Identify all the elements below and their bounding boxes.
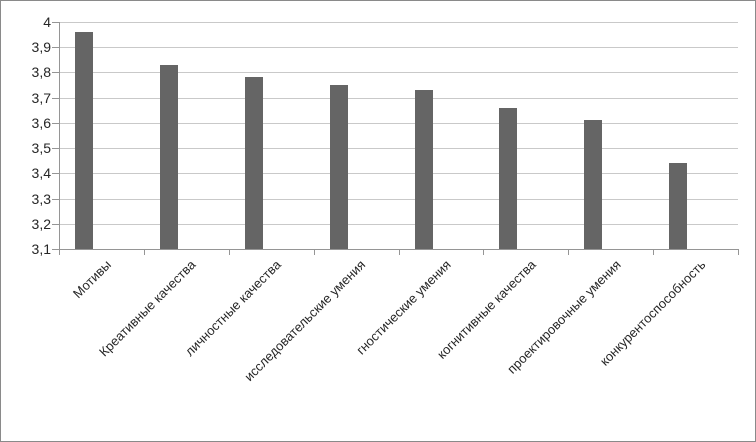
y-axis-tick-mark <box>52 249 59 250</box>
gridline <box>59 72 738 73</box>
x-axis-tick-mark <box>59 250 60 255</box>
y-axis-tick-label: 4 <box>43 14 51 30</box>
y-axis-tick-mark <box>52 47 59 48</box>
y-axis-tick-label: 3,7 <box>31 90 51 106</box>
x-axis-tick-mark <box>653 250 654 255</box>
gridline <box>59 47 738 48</box>
y-axis-tick-label: 3,3 <box>31 191 51 207</box>
x-axis-tick-mark <box>144 250 145 255</box>
gridline <box>59 224 738 225</box>
bar <box>245 77 263 249</box>
gridline <box>59 173 738 174</box>
y-axis-tick-label: 3,8 <box>31 64 51 80</box>
x-axis-tick-mark <box>738 250 739 255</box>
x-axis-tick-mark <box>314 250 315 255</box>
bar <box>75 32 93 249</box>
y-axis-tick-label: 3,4 <box>31 165 51 181</box>
bar <box>669 163 687 249</box>
x-axis-tick-mark <box>399 250 400 255</box>
gridline <box>59 98 738 99</box>
y-axis-tick-label: 3,5 <box>31 140 51 156</box>
y-axis-tick-mark <box>52 72 59 73</box>
y-axis-tick-mark <box>52 199 59 200</box>
y-axis-tick-label: 3,2 <box>31 216 51 232</box>
y-axis-tick-label: 3,1 <box>31 241 51 257</box>
x-axis-tick-mark <box>229 250 230 255</box>
bar <box>415 90 433 249</box>
x-axis-category-label: Креативные качества <box>96 257 199 360</box>
y-axis-tick-label: 3,9 <box>31 39 51 55</box>
x-axis-tick-mark <box>568 250 569 255</box>
x-axis-line <box>59 249 739 250</box>
gridline <box>59 123 738 124</box>
bar <box>330 85 348 249</box>
y-axis-tick-mark <box>52 98 59 99</box>
bar <box>499 108 517 249</box>
y-axis-tick-label: 3,6 <box>31 115 51 131</box>
y-axis-line <box>59 22 60 249</box>
y-axis-tick-mark <box>52 173 59 174</box>
gridline <box>59 199 738 200</box>
bar <box>160 65 178 249</box>
x-axis-category-label: гностические умения <box>353 257 454 358</box>
x-axis-category-label: личностные качества <box>181 257 284 359</box>
y-axis-tick-mark <box>52 123 59 124</box>
gridline <box>59 148 738 149</box>
gridline <box>59 22 738 23</box>
x-axis-tick-mark <box>483 250 484 255</box>
bar <box>584 120 602 249</box>
y-axis-tick-mark <box>52 148 59 149</box>
y-axis-tick-mark <box>52 224 59 225</box>
y-axis-tick-mark <box>52 22 59 23</box>
x-axis-category-label: Мотивы <box>69 257 115 302</box>
